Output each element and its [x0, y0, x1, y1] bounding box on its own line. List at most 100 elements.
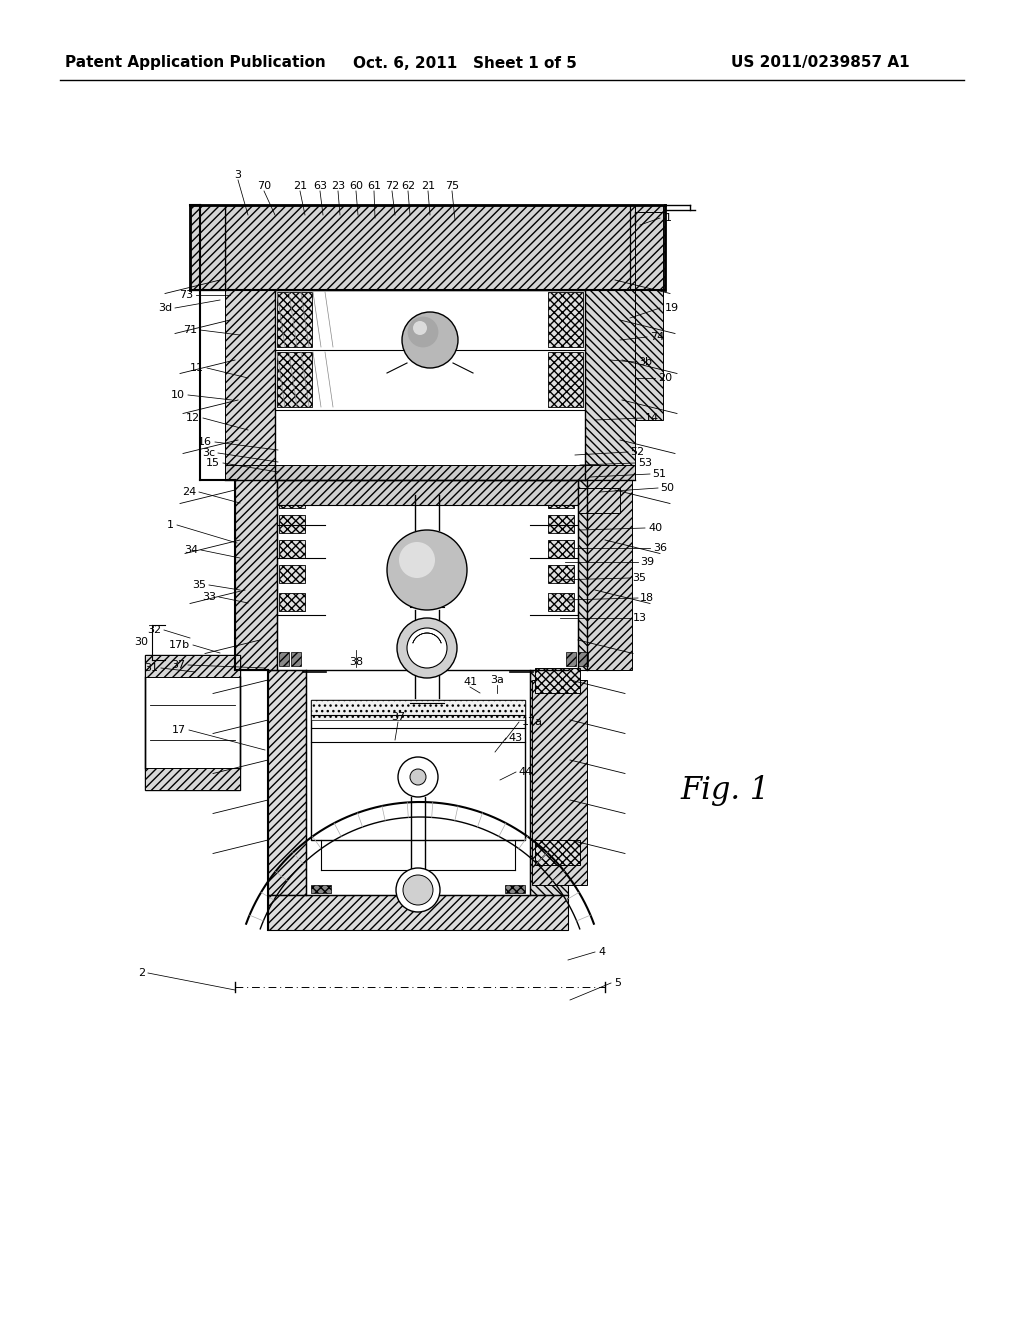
Text: 52: 52	[630, 447, 644, 457]
Text: 10: 10	[171, 389, 185, 400]
Text: 17a: 17a	[522, 717, 543, 727]
Text: 3: 3	[234, 170, 242, 180]
Bar	[279, 565, 305, 583]
Text: 34: 34	[184, 545, 198, 554]
Bar	[548, 540, 574, 558]
Bar	[278, 292, 312, 347]
Bar	[548, 292, 583, 347]
Circle shape	[410, 770, 426, 785]
Text: 24: 24	[181, 487, 196, 498]
Text: 37: 37	[171, 660, 185, 671]
Bar	[291, 652, 301, 667]
Bar	[279, 515, 305, 533]
Text: US 2011/0239857 A1: US 2011/0239857 A1	[731, 55, 909, 70]
Text: 16: 16	[198, 437, 212, 447]
Text: 62: 62	[401, 181, 415, 191]
Text: 21: 21	[421, 181, 435, 191]
Text: 38: 38	[349, 657, 364, 667]
Text: Fig. 1: Fig. 1	[680, 775, 769, 805]
Bar	[225, 205, 635, 290]
Text: 13: 13	[633, 612, 647, 623]
Text: 3a: 3a	[490, 675, 504, 685]
Text: 51: 51	[652, 469, 666, 479]
Text: 14: 14	[645, 413, 659, 422]
Circle shape	[407, 628, 447, 668]
Text: 30: 30	[134, 638, 148, 647]
Text: 3d: 3d	[158, 304, 172, 313]
Text: 5: 5	[614, 978, 621, 987]
Text: 36: 36	[653, 543, 667, 553]
Circle shape	[408, 317, 438, 347]
Bar	[190, 205, 225, 290]
Bar	[535, 840, 580, 865]
Bar	[225, 465, 635, 480]
Circle shape	[397, 618, 457, 678]
Text: 73: 73	[179, 290, 193, 300]
Text: 63: 63	[313, 181, 327, 191]
Bar	[578, 488, 620, 513]
Bar	[530, 671, 568, 895]
Text: 43: 43	[508, 733, 522, 743]
Text: 3b: 3b	[638, 356, 652, 367]
Bar	[234, 480, 278, 671]
Text: 75: 75	[445, 181, 459, 191]
Text: 21: 21	[293, 181, 307, 191]
Text: 44: 44	[518, 767, 532, 777]
Text: 72: 72	[385, 181, 399, 191]
Text: 70: 70	[257, 181, 271, 191]
Bar	[548, 352, 583, 407]
Text: 1: 1	[167, 520, 174, 531]
Text: 40: 40	[648, 523, 663, 533]
Text: 17: 17	[172, 725, 186, 735]
Text: 50: 50	[660, 483, 674, 492]
Bar	[548, 490, 574, 508]
Circle shape	[403, 875, 433, 906]
Bar	[585, 290, 635, 480]
Text: 33: 33	[202, 591, 216, 602]
Bar	[635, 290, 663, 420]
Bar	[505, 884, 525, 894]
Bar	[578, 652, 588, 667]
Text: 18: 18	[640, 593, 654, 603]
Bar	[587, 480, 632, 671]
Text: 2: 2	[138, 968, 145, 978]
Text: 35: 35	[632, 573, 646, 583]
Text: 23: 23	[331, 181, 345, 191]
Bar	[279, 652, 289, 667]
Bar	[145, 655, 240, 677]
Text: 53: 53	[638, 458, 652, 469]
Text: 4: 4	[598, 946, 605, 957]
Text: 17b: 17b	[169, 640, 190, 649]
Circle shape	[413, 321, 427, 335]
Bar	[635, 205, 663, 290]
Text: 71: 71	[183, 325, 197, 335]
Bar	[145, 768, 240, 789]
Bar	[268, 671, 306, 895]
Text: Oct. 6, 2011   Sheet 1 of 5: Oct. 6, 2011 Sheet 1 of 5	[353, 55, 577, 70]
Text: 12: 12	[186, 413, 200, 422]
Text: 19: 19	[665, 304, 679, 313]
Text: 32: 32	[146, 624, 161, 635]
Bar	[532, 680, 587, 884]
Bar	[145, 655, 240, 789]
Text: 11: 11	[190, 363, 204, 374]
Text: 1: 1	[665, 213, 672, 223]
Circle shape	[396, 869, 440, 912]
Text: 20: 20	[658, 374, 672, 383]
Bar	[278, 352, 312, 407]
Bar	[225, 290, 275, 480]
Bar	[566, 652, 575, 667]
Bar	[311, 700, 525, 840]
Bar	[548, 515, 574, 533]
Bar	[279, 490, 305, 508]
Bar	[279, 593, 305, 611]
Text: 60: 60	[349, 181, 362, 191]
Bar	[548, 565, 574, 583]
Text: 41: 41	[463, 677, 477, 686]
Text: 37: 37	[391, 711, 406, 722]
Text: Patent Application Publication: Patent Application Publication	[65, 55, 326, 70]
Text: 15: 15	[206, 458, 220, 469]
Bar	[548, 593, 574, 611]
Bar	[311, 700, 525, 719]
Bar	[535, 668, 580, 693]
